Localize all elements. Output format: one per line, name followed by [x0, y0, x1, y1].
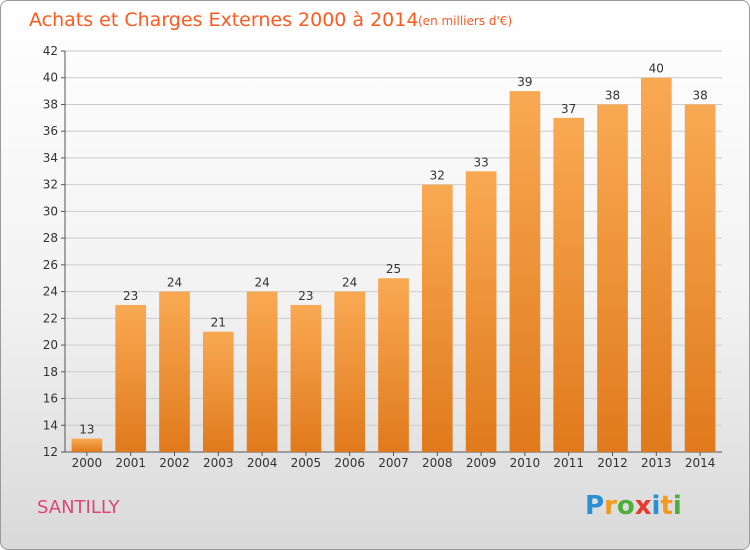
bar[interactable]	[509, 91, 541, 452]
chart-title: Achats et Charges Externes 2000 à 2014	[29, 9, 419, 31]
bar[interactable]	[115, 304, 147, 452]
logo-letter: x	[634, 491, 652, 521]
data-label: 23	[123, 289, 138, 303]
bars	[71, 77, 716, 453]
x-tick-label: 2005	[291, 456, 322, 470]
x-tick-label: 2006	[334, 456, 365, 470]
bar[interactable]	[421, 184, 453, 452]
y-tick-label: 24	[43, 285, 58, 299]
y-tick-label: 16	[43, 392, 58, 406]
x-tick-label: 2002	[159, 456, 190, 470]
bar[interactable]	[202, 331, 234, 452]
x-tick-label: 2004	[247, 456, 278, 470]
bar[interactable]	[640, 77, 672, 452]
y-tick-label: 26	[43, 258, 58, 272]
x-tick-label: 2000	[72, 456, 103, 470]
bar[interactable]	[159, 291, 190, 452]
x-tick-label: 2008	[422, 456, 453, 470]
data-label: 37	[561, 102, 576, 116]
bar[interactable]	[553, 117, 585, 452]
y-tick-label: 22	[43, 311, 58, 325]
y-tick-label: 18	[43, 365, 58, 379]
logo-letter: i	[651, 491, 661, 521]
x-tick-label: 2014	[685, 456, 716, 470]
data-label: 32	[430, 169, 445, 183]
logo-letter: o	[616, 491, 635, 521]
axes: 12 14 16 18 20 22 24 26 28 30 32 34 36 38 40 42 2000 2001…	[43, 44, 722, 470]
y-tick-label: 40	[43, 71, 58, 85]
bar[interactable]	[465, 171, 497, 453]
x-tick-label: 2012	[597, 456, 628, 470]
y-tick-label: 20	[43, 338, 58, 352]
x-tick-label: 2013	[641, 456, 672, 470]
data-label: 24	[167, 276, 182, 290]
bar[interactable]	[684, 104, 716, 452]
bar[interactable]	[290, 304, 322, 452]
proxiti-logo[interactable]: Proxiti	[585, 491, 682, 521]
x-tick-label: 2007	[378, 456, 409, 470]
x-tick-label: 2011	[553, 456, 584, 470]
logo-letter: P	[585, 491, 605, 521]
data-label: 21	[211, 316, 226, 330]
x-tick-label: 2003	[203, 456, 234, 470]
data-label: 24	[254, 276, 269, 290]
data-label: 24	[342, 276, 357, 290]
data-label: 25	[386, 262, 401, 276]
bar[interactable]	[246, 291, 278, 452]
data-label: 39	[517, 75, 532, 89]
x-tick-label: 2001	[115, 456, 146, 470]
bar[interactable]	[334, 291, 366, 452]
logo-letter: r	[604, 491, 617, 521]
y-tick-label: 34	[43, 151, 58, 165]
y-tick-label: 30	[43, 204, 58, 218]
bar[interactable]	[597, 104, 628, 452]
logo-letter: t	[660, 491, 673, 521]
y-tick-label: 32	[43, 178, 58, 192]
logo-letter: i	[672, 491, 682, 521]
data-label: 38	[605, 88, 620, 102]
commune-name: SANTILLY	[37, 497, 120, 518]
data-label: 23	[298, 289, 313, 303]
bar[interactable]	[71, 438, 103, 452]
y-tick-label: 28	[43, 231, 58, 245]
data-labels: 13 23 24 21 24 23 24 25 32 33 39 37 38 40 38	[79, 62, 707, 437]
y-tick-label: 42	[43, 44, 58, 58]
y-tick-label: 38	[43, 97, 58, 111]
chart-unit: (en milliers d'€)	[418, 14, 513, 28]
y-tick-label: 36	[43, 124, 58, 138]
data-label: 40	[649, 62, 664, 76]
data-label: 38	[692, 88, 707, 102]
y-tick-label: 14	[43, 418, 58, 432]
y-tick-label: 12	[43, 445, 58, 459]
x-tick-label: 2009	[466, 456, 497, 470]
data-label: 33	[473, 155, 488, 169]
data-label: 13	[79, 423, 94, 437]
bar[interactable]	[378, 278, 409, 452]
x-tick-label: 2010	[510, 456, 541, 470]
